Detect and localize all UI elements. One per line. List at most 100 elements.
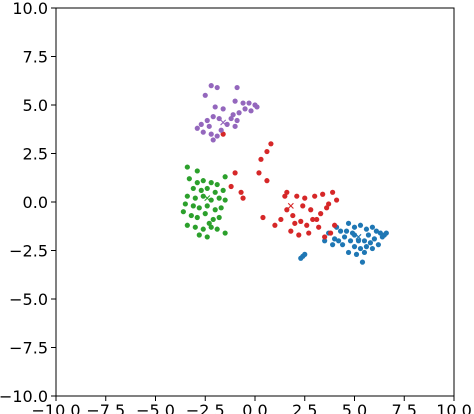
data-point <box>306 230 312 236</box>
data-point <box>196 232 202 238</box>
data-point <box>232 170 238 176</box>
data-point <box>345 220 352 226</box>
data-point <box>184 164 190 170</box>
data-point <box>351 244 358 250</box>
data-point <box>204 234 210 240</box>
x-tick-label: 10.0 <box>436 401 472 414</box>
data-point <box>214 181 220 188</box>
data-point <box>298 255 304 261</box>
data-point <box>210 137 216 143</box>
data-point <box>371 236 377 242</box>
centroid-marker-3 <box>220 119 227 126</box>
data-point <box>351 232 358 238</box>
centroid-marker-2 <box>204 195 211 202</box>
data-point <box>222 230 228 236</box>
data-point <box>333 197 340 203</box>
centroid-marker-1 <box>287 202 294 209</box>
data-point <box>357 222 364 228</box>
data-point <box>332 222 338 228</box>
data-point <box>206 123 212 129</box>
data-point <box>198 121 204 127</box>
data-point <box>240 100 246 106</box>
data-point <box>246 100 252 106</box>
data-point <box>218 205 224 211</box>
data-point <box>326 201 332 207</box>
data-point <box>222 174 228 180</box>
data-point <box>335 238 342 244</box>
data-point <box>220 187 226 193</box>
data-point <box>186 176 192 182</box>
data-point <box>302 195 308 201</box>
series-1 <box>220 131 340 240</box>
data-point <box>298 218 304 224</box>
data-point <box>341 234 348 240</box>
data-point <box>351 224 358 230</box>
y-tick-label: 0.0 <box>23 193 48 212</box>
data-point <box>194 214 200 221</box>
data-point <box>204 203 210 209</box>
data-point <box>363 244 370 250</box>
data-point <box>216 195 222 201</box>
data-point <box>318 211 324 217</box>
data-point <box>200 129 206 135</box>
y-tick-label: 5.0 <box>23 96 48 115</box>
data-point <box>240 195 246 201</box>
data-point <box>254 104 260 110</box>
data-point <box>206 220 212 226</box>
y-tick-label: 10.0 <box>12 0 48 18</box>
data-point <box>194 180 200 186</box>
data-point <box>302 251 308 257</box>
data-point <box>194 168 200 174</box>
centroid-marker-0 <box>355 233 362 240</box>
data-point <box>228 183 234 190</box>
data-point <box>322 234 328 240</box>
data-point <box>212 207 218 213</box>
data-point <box>369 245 376 252</box>
data-point <box>194 125 200 131</box>
data-point <box>310 216 316 223</box>
x-tick-label: 0.0 <box>242 401 267 414</box>
data-point <box>232 123 238 129</box>
data-point <box>214 84 220 91</box>
data-point <box>218 127 224 133</box>
data-point <box>353 251 360 257</box>
data-point <box>300 203 306 209</box>
data-point <box>272 222 278 228</box>
data-point <box>236 110 242 116</box>
data-point <box>322 238 328 244</box>
data-point <box>204 185 210 192</box>
data-point <box>230 112 236 118</box>
data-point <box>284 207 290 213</box>
data-point <box>196 205 202 211</box>
data-point <box>190 185 196 192</box>
series-0 <box>298 220 389 265</box>
data-point <box>204 117 210 124</box>
data-point <box>330 189 336 195</box>
x-tick-label: 5.0 <box>342 401 367 414</box>
data-point <box>332 236 338 242</box>
data-point <box>188 212 194 219</box>
data-point <box>256 170 262 176</box>
data-point <box>288 228 294 234</box>
data-point <box>365 232 372 238</box>
data-point <box>220 131 226 137</box>
data-point <box>316 224 322 230</box>
data-point <box>345 249 352 256</box>
data-point <box>208 83 214 89</box>
data-point <box>184 222 190 228</box>
data-point <box>278 216 284 223</box>
y-tick-label: 2.5 <box>23 145 48 164</box>
data-point <box>192 195 198 201</box>
data-point <box>328 230 334 236</box>
data-point <box>367 240 374 246</box>
data-point <box>361 249 368 256</box>
data-point <box>379 234 385 240</box>
data-point <box>363 226 370 232</box>
series-3 <box>194 83 260 143</box>
data-point <box>337 228 344 234</box>
data-point <box>357 245 364 252</box>
data-point <box>312 193 318 199</box>
data-point <box>264 148 270 155</box>
